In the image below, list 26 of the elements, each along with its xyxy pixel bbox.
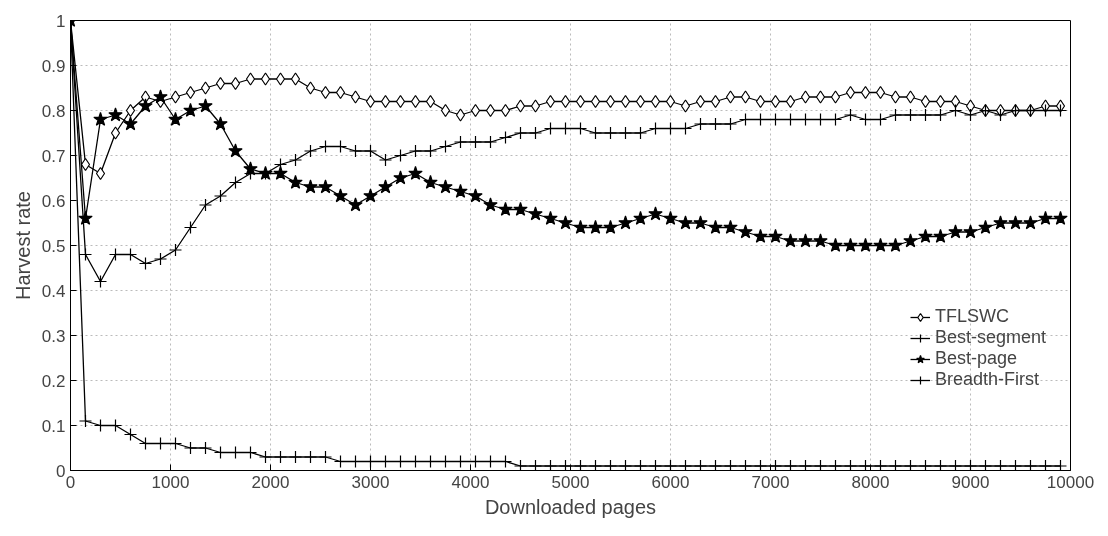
x-tick-label: 9000: [951, 472, 990, 492]
legend-label: Best-segment: [935, 327, 1047, 348]
y-tick-label: 0.3: [41, 326, 66, 346]
x-tick-label: 4000: [451, 472, 490, 492]
x-tick-label: 6000: [651, 472, 690, 492]
y-tick-label: 1: [56, 11, 66, 31]
x-tick-label: 5000: [551, 472, 590, 492]
x-tick-label: 8000: [851, 472, 890, 492]
y-tick-label: 0.6: [41, 191, 66, 211]
legend-label: Best-page: [935, 348, 1018, 369]
y-tick-label: 0.9: [41, 56, 66, 76]
y-tick-label: 0.4: [41, 281, 66, 301]
y-tick-label: 0.8: [41, 101, 66, 121]
x-tick-label: 1000: [151, 472, 190, 492]
y-tick-label: 0.1: [41, 416, 66, 436]
y-tick-label: 0.5: [41, 236, 66, 256]
y-tick-label: 0.7: [41, 146, 66, 166]
y-axis-title: Harvest rate: [11, 191, 34, 300]
x-tick-label: 2000: [251, 472, 290, 492]
y-tick-label: 0.2: [41, 371, 66, 391]
legend-label: TFLSWC: [935, 306, 1009, 327]
x-axis-title: Downloaded pages: [484, 495, 657, 518]
x-tick-label: 10000: [1046, 472, 1095, 492]
legend-label: Breadth-First: [935, 369, 1040, 390]
x-tick-label: 3000: [351, 472, 390, 492]
x-tick-label: 7000: [751, 472, 790, 492]
